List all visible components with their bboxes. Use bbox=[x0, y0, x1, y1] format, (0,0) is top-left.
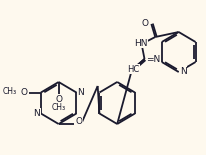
Text: O: O bbox=[75, 117, 82, 126]
Text: O: O bbox=[142, 18, 149, 27]
Text: HC: HC bbox=[127, 64, 139, 73]
Text: CH₃: CH₃ bbox=[52, 102, 66, 111]
Text: CH₃: CH₃ bbox=[2, 88, 16, 97]
Text: N: N bbox=[33, 109, 40, 118]
Text: N: N bbox=[180, 66, 186, 75]
Text: =N: =N bbox=[146, 55, 161, 64]
Text: O: O bbox=[21, 88, 28, 97]
Text: N: N bbox=[77, 88, 84, 97]
Text: HN: HN bbox=[134, 38, 147, 47]
Text: O: O bbox=[55, 95, 62, 104]
